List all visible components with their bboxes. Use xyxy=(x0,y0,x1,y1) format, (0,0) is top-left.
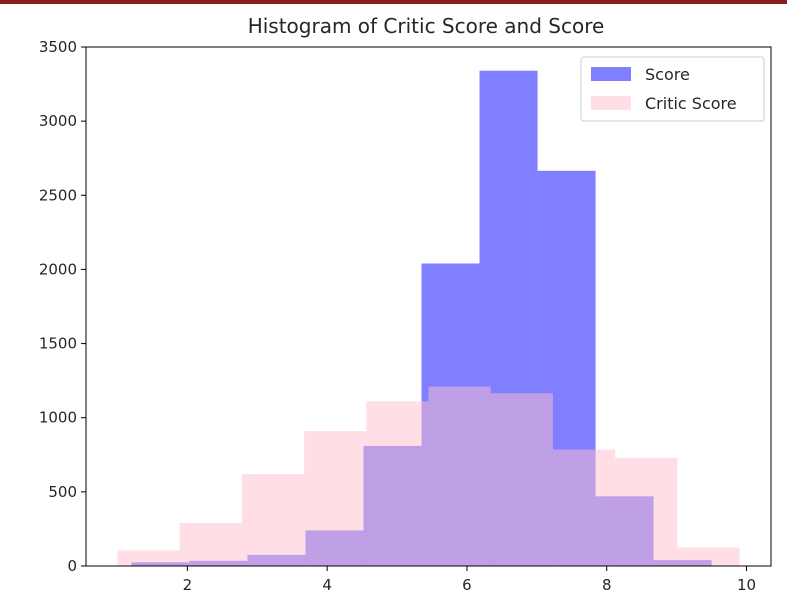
x-tick-label: 6 xyxy=(462,576,472,594)
axis-ticks: 2 4 6 8 10 0 500 1000 1500 2000 2500 3000 3500 xyxy=(39,38,756,594)
bar-critic-score-0 xyxy=(117,550,180,566)
bar-critic-score-5 xyxy=(428,386,491,566)
bar-critic-score-1 xyxy=(179,523,242,566)
bar-critic-score-7 xyxy=(552,449,616,566)
legend-swatch-score xyxy=(591,67,631,81)
plot-frame xyxy=(85,46,772,567)
x-tick-label: 2 xyxy=(183,576,193,594)
x-tick-label: 4 xyxy=(322,576,332,594)
y-tick-label: 3500 xyxy=(39,38,77,56)
legend-label-score: Score xyxy=(645,65,690,84)
chart-title: Histogram of Critic Score and Score xyxy=(248,14,605,38)
y-tick-label: 1500 xyxy=(39,335,77,353)
x-tick-label: 10 xyxy=(737,576,756,594)
bars-layer xyxy=(117,70,740,566)
y-tick-label: 500 xyxy=(48,483,77,501)
bar-critic-score-8 xyxy=(615,457,678,566)
bar-critic-score-3 xyxy=(304,431,367,566)
bar-critic-score-2 xyxy=(241,474,305,566)
window-top-border xyxy=(0,0,787,4)
y-tick-label: 2000 xyxy=(39,260,77,278)
series-critic-score xyxy=(117,386,740,566)
y-tick-label: 1000 xyxy=(39,409,77,427)
y-tick-label: 2500 xyxy=(39,186,77,204)
legend: Score Critic Score xyxy=(580,56,765,122)
y-tick-label: 3000 xyxy=(39,112,77,130)
bar-critic-score-6 xyxy=(490,393,553,566)
legend-label-critic-score: Critic Score xyxy=(645,94,737,113)
bar-critic-score-4 xyxy=(366,401,429,566)
y-tick-label: 0 xyxy=(67,557,77,575)
legend-swatch-critic-score xyxy=(591,96,631,110)
bar-critic-score-9 xyxy=(677,547,740,566)
x-tick-label: 8 xyxy=(602,576,612,594)
